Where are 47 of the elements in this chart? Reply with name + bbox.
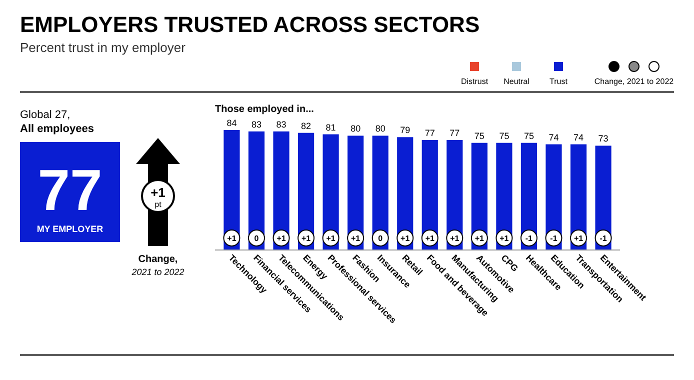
text: Those employed in... [215,104,314,115]
annotation: +1 [450,234,460,243]
data-label: 77 [424,128,435,138]
annotation: -1 [525,234,534,243]
annotation: +1 [276,234,286,243]
text: Percent trust in my employer [20,40,186,55]
annotation: +1 [400,234,410,243]
data-label: 81 [326,122,336,132]
text: Global 27, [20,109,70,121]
annotation: +1 [574,234,584,243]
annotation: +1 [301,234,312,243]
annotation: -1 [550,234,558,243]
legend-label: Distrust [460,77,489,86]
annotation: +1 [474,234,485,243]
annotation: 0 [378,234,384,243]
data-label: 83 [276,119,286,130]
data-label: 80 [350,124,361,134]
annotation: +1 [351,234,361,243]
text: Change, [138,254,178,265]
data-label: 84 [226,118,237,128]
text: +1 [150,185,166,200]
text: Change, 2021 to 2022 [594,77,674,86]
annotation: +1 [326,234,336,243]
data-label: 79 [400,125,410,136]
annotation: 0 [254,234,260,243]
text: 2021 to 2022 [130,267,184,277]
data-label: 74 [548,132,559,142]
text: All employees [20,123,94,135]
data-label: 77 [450,128,460,138]
annotation: +1 [227,234,237,243]
data-label: 73 [598,134,608,144]
chart-title: EMPLOYERS TRUSTED ACROSS SECTORS [20,12,480,37]
data-label: 74 [574,132,584,142]
text: pt [154,200,162,209]
annotation: +1 [425,234,435,243]
text: MY EMPLOYER [36,224,104,234]
annotation: -1 [600,234,608,243]
data-label: 82 [301,120,312,131]
annotation: +1 [500,234,510,243]
data-label: 75 [524,130,534,141]
data-label: 75 [474,130,484,141]
text: 77 [38,158,102,223]
data-label: 75 [499,130,510,141]
legend-label: Neutral [504,77,530,86]
legend-label: Trust [550,77,568,86]
data-label: 80 [375,124,386,134]
data-label: 83 [251,119,262,130]
